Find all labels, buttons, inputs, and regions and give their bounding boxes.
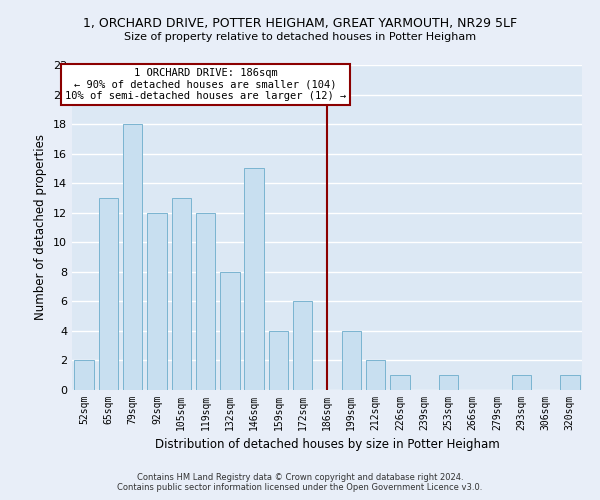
Bar — [74, 360, 94, 390]
Bar — [341, 331, 361, 390]
Bar — [293, 302, 313, 390]
Bar — [390, 375, 410, 390]
X-axis label: Distribution of detached houses by size in Potter Heigham: Distribution of detached houses by size … — [155, 438, 499, 452]
Bar — [196, 212, 215, 390]
Y-axis label: Number of detached properties: Number of detached properties — [34, 134, 47, 320]
Bar — [560, 375, 580, 390]
Bar — [99, 198, 118, 390]
Bar — [439, 375, 458, 390]
Bar — [147, 212, 167, 390]
Text: Contains HM Land Registry data © Crown copyright and database right 2024.
Contai: Contains HM Land Registry data © Crown c… — [118, 473, 482, 492]
Bar — [220, 272, 239, 390]
Bar — [172, 198, 191, 390]
Bar — [123, 124, 142, 390]
Text: 1, ORCHARD DRIVE, POTTER HEIGHAM, GREAT YARMOUTH, NR29 5LF: 1, ORCHARD DRIVE, POTTER HEIGHAM, GREAT … — [83, 18, 517, 30]
Text: Size of property relative to detached houses in Potter Heigham: Size of property relative to detached ho… — [124, 32, 476, 42]
Bar — [244, 168, 264, 390]
Bar — [512, 375, 531, 390]
Bar — [366, 360, 385, 390]
Bar — [269, 331, 288, 390]
Text: 1 ORCHARD DRIVE: 186sqm
← 90% of detached houses are smaller (104)
10% of semi-d: 1 ORCHARD DRIVE: 186sqm ← 90% of detache… — [65, 68, 346, 101]
